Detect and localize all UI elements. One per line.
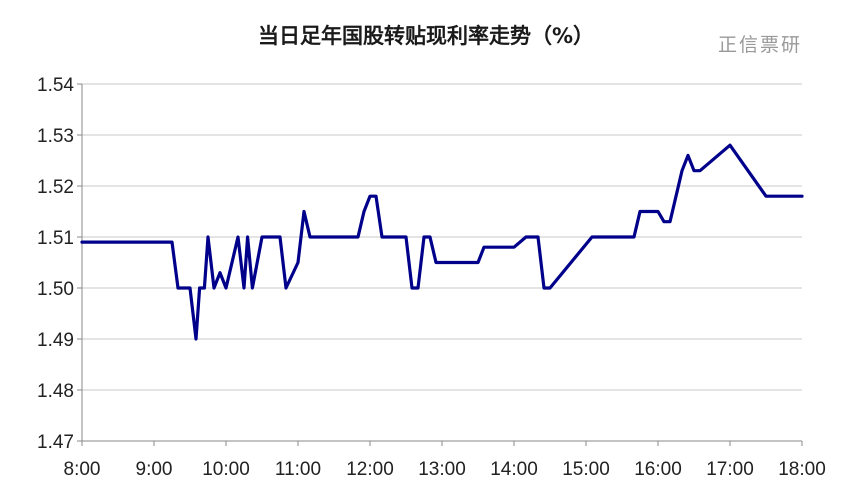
chart-title: 当日足年国股转贴现利率走势（%）	[257, 24, 595, 48]
y-tick-label: 1.51	[37, 228, 74, 249]
y-tick-label: 1.50	[37, 279, 74, 300]
watermark-text: 正信票研	[717, 34, 802, 56]
x-tick-label: 17:00	[706, 459, 754, 480]
x-tick-label: 12:00	[346, 459, 394, 480]
series-line	[80, 143, 804, 341]
grid-lines	[82, 83, 802, 391]
x-tick-label: 15:00	[562, 459, 610, 480]
x-tick-label: 9:00	[136, 459, 173, 480]
series-group	[80, 143, 804, 341]
y-tick-label: 1.54	[37, 75, 74, 96]
x-tick-label: 8:00	[64, 459, 101, 480]
x-tick-label: 11:00	[275, 459, 321, 480]
y-tick-label: 1.53	[37, 126, 74, 147]
x-tick-label: 16:00	[634, 459, 682, 480]
y-tick-label: 1.52	[37, 177, 74, 198]
y-axis-ticks: 1.47 1.48 1.49 1.50 1.51 1.52 1.53 1.54	[37, 75, 82, 453]
x-axis-ticks: 8:00 9:00 10:00 11:00 12:00 13:00 14:00 15:00 16…	[64, 441, 826, 480]
y-tick-label: 1.48	[37, 381, 74, 402]
x-tick-label: 14:00	[490, 459, 538, 480]
y-tick-label: 1.49	[37, 330, 74, 351]
x-tick-label: 13:00	[418, 459, 466, 480]
x-tick-label: 10:00	[202, 459, 250, 480]
y-tick-label: 1.47	[37, 432, 74, 453]
x-tick-label: 18:00	[778, 459, 826, 480]
